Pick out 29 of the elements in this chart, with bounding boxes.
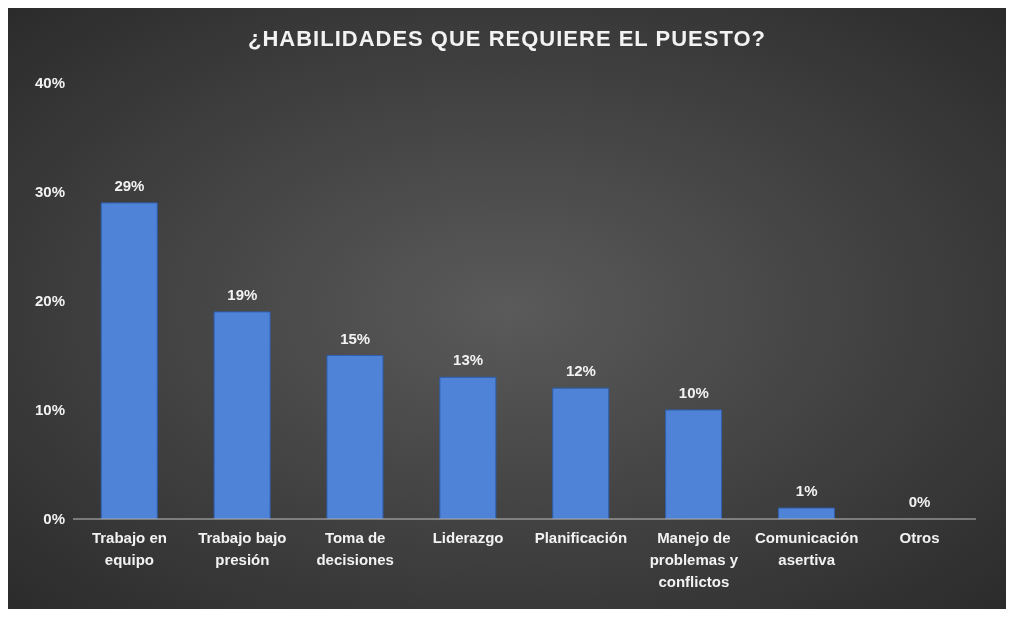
data-label: 19% [227, 285, 258, 303]
x-tick-label: Trabajo bajo presión [198, 529, 287, 568]
x-tick-label: Manejo de problemas y conflictos [649, 529, 739, 590]
data-label: 15% [340, 329, 371, 347]
bar [326, 355, 384, 519]
y-tick-label: 40% [34, 74, 65, 92]
data-label: 13% [453, 351, 484, 369]
bar [100, 202, 158, 519]
y-tick-label: 10% [34, 401, 65, 419]
data-label: 0% [908, 493, 931, 510]
chart-title: ¿HABILIDADES QUE REQUIERE EL PUESTO? [247, 26, 767, 52]
x-tick-label: Otros [899, 529, 940, 546]
data-label: 29% [114, 176, 145, 194]
y-tick-label: 0% [43, 510, 65, 528]
bar [552, 387, 610, 519]
data-label: 12% [565, 362, 596, 380]
x-tick-label: Toma de decisiones [316, 529, 394, 568]
bar [213, 311, 271, 519]
x-tick-label: Liderazgo [432, 529, 504, 546]
bar [777, 507, 835, 519]
y-tick-label: 20% [34, 292, 65, 310]
x-tick-label: Trabajo en equipo [91, 529, 167, 568]
bar [439, 376, 497, 519]
bar [665, 409, 723, 519]
data-label: 1% [795, 482, 818, 500]
y-tick-label: 30% [34, 183, 65, 201]
x-tick-label: Comunicación asertiva [755, 529, 859, 568]
x-tick-label: Planificación [534, 529, 628, 546]
data-label: 10% [678, 384, 709, 401]
